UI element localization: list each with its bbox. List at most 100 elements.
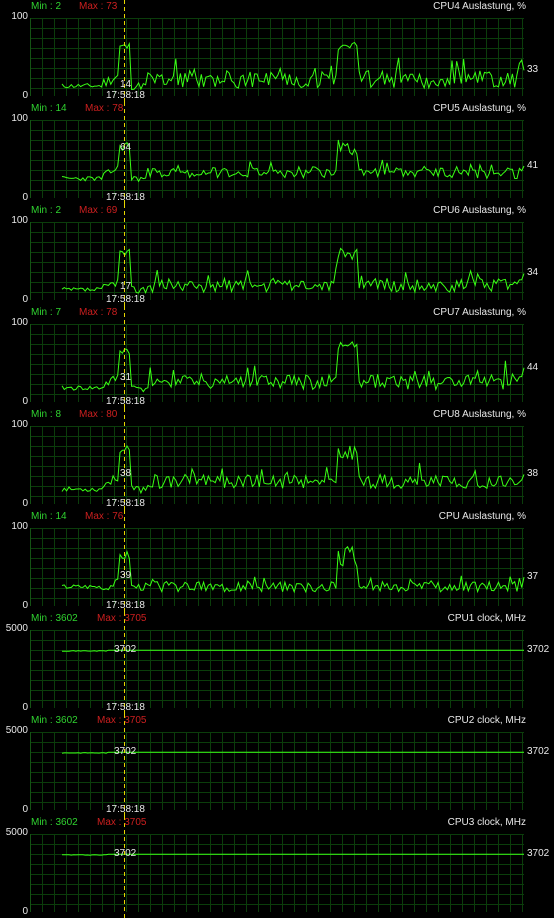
cursor-time: 17:58:18 bbox=[106, 498, 145, 509]
chart-svg bbox=[30, 0, 525, 102]
y-tick-zero: 0 bbox=[22, 294, 28, 305]
last-value: 44 bbox=[527, 361, 539, 373]
cursor-value: 31 bbox=[120, 371, 132, 383]
series-line bbox=[61, 751, 524, 754]
max-label: Max : 76 bbox=[85, 511, 124, 522]
last-value: 3702 bbox=[527, 848, 550, 860]
chart-panel: Min : 3602 Max : 3705 CPU3 clock, MHz 5000 0… bbox=[0, 816, 554, 918]
last-value: 3702 bbox=[527, 746, 550, 758]
chart-svg bbox=[30, 408, 525, 510]
y-tick-max: 100 bbox=[11, 317, 28, 328]
y-tick-max: 5000 bbox=[5, 827, 28, 838]
chart-title: CPU7 Auslastung, % bbox=[433, 307, 526, 318]
cursor-time: 17:58:18 bbox=[106, 396, 145, 407]
cursor-value: 38 bbox=[120, 468, 132, 480]
y-tick-max: 5000 bbox=[5, 623, 28, 634]
chart-panel: Min : 14 Max : 76 CPU Auslastung, % 100 0 39 3… bbox=[0, 510, 554, 612]
series-line bbox=[61, 341, 525, 393]
cursor-value: 3702 bbox=[114, 746, 137, 758]
chart-title: CPU3 clock, MHz bbox=[447, 817, 526, 828]
min-label: Min : 2 bbox=[31, 205, 62, 216]
cursor-time: 17:58:18 bbox=[106, 804, 145, 815]
grid bbox=[30, 630, 524, 708]
last-value: 37 bbox=[527, 571, 539, 583]
cursor-value: 64 bbox=[120, 142, 132, 154]
min-label: Min : 8 bbox=[31, 409, 62, 420]
chart-svg bbox=[30, 102, 525, 204]
y-tick-zero: 0 bbox=[22, 498, 28, 509]
min-label: Min : 3602 bbox=[31, 817, 78, 828]
series-line bbox=[62, 649, 524, 652]
cursor-time: 17:58:18 bbox=[106, 192, 145, 203]
chart-panel: Min : 8 Max : 80 CPU8 Auslastung, % 100 0 38 3… bbox=[0, 408, 554, 510]
series-line bbox=[61, 444, 525, 495]
cursor-time: 17:58:18 bbox=[106, 600, 145, 611]
y-tick-zero: 0 bbox=[22, 906, 28, 917]
chart-title: CPU8 Auslastung, % bbox=[433, 409, 526, 420]
grid bbox=[30, 324, 524, 402]
chart-title: CPU4 Auslastung, % bbox=[433, 1, 526, 12]
last-value: 38 bbox=[527, 468, 539, 480]
chart-panel: Min : 2 Max : 73 CPU4 Auslastung, % 100 0 14 3… bbox=[0, 0, 554, 102]
y-tick-zero: 0 bbox=[22, 804, 28, 815]
chart-svg bbox=[30, 714, 524, 816]
min-label: Min : 2 bbox=[31, 1, 62, 12]
y-tick-max: 100 bbox=[11, 521, 28, 532]
min-label: Min : 14 bbox=[31, 511, 67, 522]
min-label: Min : 7 bbox=[31, 307, 62, 318]
series-line bbox=[61, 853, 524, 856]
chart-title: CPU Auslastung, % bbox=[438, 511, 526, 522]
y-tick-zero: 0 bbox=[22, 396, 28, 407]
series-line bbox=[61, 545, 525, 594]
grid bbox=[30, 834, 524, 912]
max-label: Max : 69 bbox=[79, 205, 118, 216]
chart-title: CPU5 Auslastung, % bbox=[433, 103, 526, 114]
cursor-time: 17:58:18 bbox=[106, 294, 145, 305]
chart-svg bbox=[30, 306, 525, 408]
last-value: 3702 bbox=[527, 644, 550, 656]
grid bbox=[30, 528, 524, 606]
max-label: Max : 78 bbox=[79, 307, 118, 318]
cursor-value: 3702 bbox=[114, 644, 137, 656]
y-tick-max: 100 bbox=[11, 215, 28, 226]
y-tick-max: 5000 bbox=[5, 725, 28, 736]
chart-panel: Min : 3602 Max : 3705 CPU1 clock, MHz 5000 0… bbox=[0, 612, 554, 714]
min-label: Min : 14 bbox=[31, 103, 67, 114]
chart-title: CPU2 clock, MHz bbox=[447, 715, 526, 726]
y-tick-zero: 0 bbox=[22, 702, 28, 713]
min-label: Min : 3602 bbox=[31, 613, 78, 624]
cursor-time: 17:58:18 bbox=[106, 702, 145, 713]
series-line bbox=[61, 139, 525, 183]
y-tick-max: 100 bbox=[11, 419, 28, 430]
chart-title: CPU1 clock, MHz bbox=[447, 613, 526, 624]
last-value: 41 bbox=[527, 160, 539, 172]
last-value: 34 bbox=[527, 267, 539, 279]
grid bbox=[30, 732, 524, 810]
series-line bbox=[61, 41, 525, 91]
max-label: Max : 80 bbox=[79, 409, 118, 420]
grid bbox=[30, 222, 524, 300]
cursor-value: 3702 bbox=[114, 848, 137, 860]
chart-panel: Min : 7 Max : 78 CPU7 Auslastung, % 100 0 31 4… bbox=[0, 306, 554, 408]
min-label: Min : 3602 bbox=[31, 715, 78, 726]
y-tick-max: 100 bbox=[11, 113, 28, 124]
chart-panel: Min : 2 Max : 69 CPU6 Auslastung, % 100 0 17 3… bbox=[0, 204, 554, 306]
cursor-value: 17 bbox=[120, 280, 132, 292]
chart-svg bbox=[30, 204, 525, 306]
chart-svg bbox=[30, 612, 524, 714]
max-label: Max : 3705 bbox=[97, 817, 147, 828]
last-value: 33 bbox=[527, 64, 539, 76]
chart-svg bbox=[30, 510, 525, 612]
y-tick-max: 100 bbox=[11, 11, 28, 22]
max-label: Max : 3705 bbox=[97, 613, 147, 624]
max-label: Max : 78 bbox=[85, 103, 124, 114]
cursor-time: 17:58:18 bbox=[106, 90, 145, 101]
series-line bbox=[61, 247, 525, 295]
y-tick-zero: 0 bbox=[22, 600, 28, 611]
max-label: Max : 3705 bbox=[97, 715, 147, 726]
chart-panel: Min : 14 Max : 78 CPU5 Auslastung, % 100 0 64… bbox=[0, 102, 554, 204]
chart-panel: Min : 3602 Max : 3705 CPU2 clock, MHz 5000 0… bbox=[0, 714, 554, 816]
grid bbox=[30, 426, 524, 504]
cursor-value: 14 bbox=[120, 79, 132, 91]
max-label: Max : 73 bbox=[79, 1, 118, 12]
